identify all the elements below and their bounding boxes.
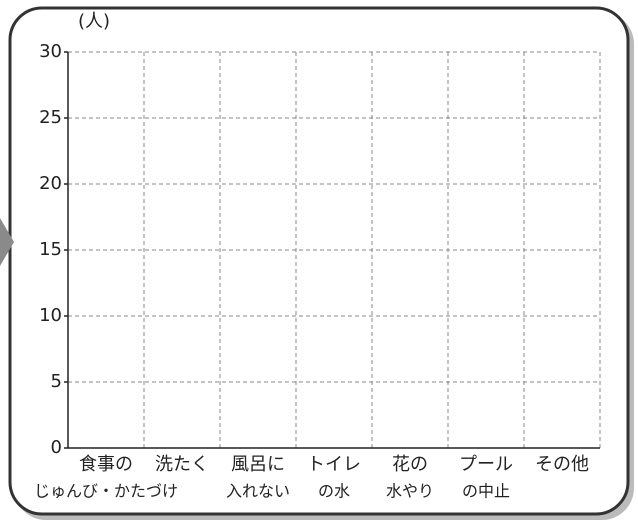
x-tick-label: 食事の: [79, 454, 133, 475]
x-tick-label: の中止: [462, 482, 510, 501]
y-tick-label: 20: [39, 173, 62, 194]
x-tick-label: 洗たく: [155, 454, 209, 475]
y-tick-label: 10: [39, 305, 62, 326]
x-tick-label: の水: [318, 482, 350, 501]
x-tick-label: じゅんび・かたづけ: [34, 482, 178, 501]
x-tick-label: プール: [459, 454, 513, 475]
x-tick-label: 風呂に: [231, 454, 285, 475]
x-tick-label: その他: [535, 454, 589, 475]
y-axis-label: (人): [78, 11, 110, 32]
y-tick-label: 25: [39, 107, 62, 128]
y-tick-label: 0: [51, 437, 62, 458]
x-tick-label: トイレ: [307, 454, 361, 475]
y-tick-label: 30: [39, 41, 62, 62]
y-tick-label: 15: [39, 239, 62, 260]
frame: [8, 6, 630, 516]
x-tick-label: 花の: [392, 454, 428, 475]
arrow: [0, 218, 14, 266]
y-tick-label: 5: [51, 371, 62, 392]
x-tick-label: 水やり: [386, 482, 434, 501]
x-tick-label: 入れない: [226, 482, 290, 501]
